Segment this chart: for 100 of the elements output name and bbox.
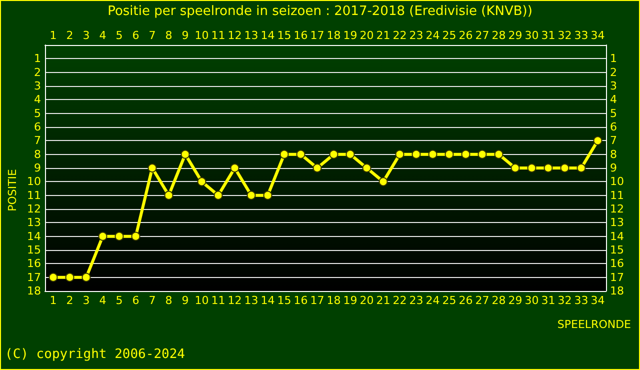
y-tick-label: 5 [34, 106, 41, 120]
y2-tick-label: 9 [610, 162, 617, 174]
x-tick-label: 29 [508, 294, 522, 307]
point [280, 150, 289, 159]
y2-tick-label: 12 [610, 202, 624, 216]
point [230, 164, 240, 172]
point [346, 150, 355, 159]
x2-tick-label: 4 [99, 29, 106, 42]
x2-tick-label: 5 [116, 29, 123, 42]
point [312, 164, 322, 172]
point [214, 190, 223, 200]
x2-tick-label: 13 [244, 29, 258, 42]
point [510, 164, 520, 172]
point [148, 164, 157, 172]
x-axis-title: SPEELRONDE [557, 318, 632, 331]
y-tick-label: 18 [27, 284, 41, 298]
x2-tick-label: 34 [590, 29, 605, 42]
x-tick-label: 15 [277, 294, 292, 307]
x-tick-label: 22 [392, 294, 407, 307]
point [576, 164, 586, 172]
y-tick-label: 16 [27, 257, 41, 270]
y2-tick-label: 17 [610, 270, 624, 284]
text: (C) copyright 2006-2024 [5, 347, 186, 362]
x2-tick-label: 11 [211, 29, 226, 42]
point [48, 272, 58, 282]
x2-tick-label: 10 [194, 29, 209, 42]
x-tick-label: 34 [590, 294, 605, 307]
y-tick-label: 1 [34, 52, 41, 66]
x-tick-label: 18 [326, 294, 341, 307]
y2-tick-label: 3 [610, 80, 617, 92]
y-tick-label: 7 [34, 134, 41, 148]
point [296, 150, 306, 159]
x2-tick-label: 30 [524, 29, 539, 42]
y2-tick-label: 4 [610, 93, 617, 106]
y-tick-label: 13 [27, 216, 41, 230]
y-tick-label: 14 [27, 230, 41, 243]
point [246, 190, 256, 200]
point [329, 150, 338, 159]
y-tick-label: 17 [27, 270, 41, 284]
point [65, 272, 74, 282]
x2-tick-label: 23 [409, 29, 424, 42]
x-tick-label: 16 [294, 294, 308, 307]
x-tick-label: 7 [148, 294, 156, 307]
y2-tick-label: 15 [610, 244, 624, 256]
y2-tick-label: 7 [610, 134, 617, 148]
y2-tick-label: 14 [610, 230, 624, 243]
x2-tick-label: 33 [574, 29, 588, 42]
point [593, 136, 602, 146]
point [164, 190, 174, 200]
x-tick-label: 17 [310, 294, 324, 307]
x2-tick-label: 7 [148, 29, 156, 42]
point [180, 150, 190, 159]
y-tick-label: 4 [34, 93, 41, 106]
point [98, 232, 108, 241]
x-tick-label: 21 [376, 294, 390, 307]
y-tick-label: 11 [27, 188, 41, 202]
x-tick-label: 30 [524, 294, 539, 307]
x-tick-label: 11 [211, 294, 226, 307]
x-tick-label: 2 [66, 294, 74, 307]
x-tick-label: 5 [116, 294, 123, 307]
y-axis-title: POSITIE [6, 168, 19, 212]
x2-tick-label: 26 [458, 29, 473, 42]
point [461, 150, 470, 159]
y2-tick-label: 2 [610, 66, 617, 79]
x2-tick-label: 8 [165, 29, 172, 42]
x-tick-label: 31 [541, 294, 556, 307]
y2-tick-label: 6 [610, 120, 617, 134]
x2-tick-label: 25 [442, 29, 456, 42]
point [444, 150, 454, 159]
x-tick-label: 26 [458, 294, 473, 307]
point [544, 164, 553, 172]
x-tick-label: 3 [82, 294, 90, 307]
point [494, 150, 504, 159]
point [263, 190, 272, 200]
x2-tick-label: 19 [343, 29, 358, 42]
x2-tick-label: 21 [376, 29, 390, 42]
y-tick-label: 2 [34, 66, 41, 79]
y2-tick-label: 11 [610, 188, 624, 202]
x-tick-label: 12 [228, 294, 242, 307]
x2-tick-label: 29 [508, 29, 522, 42]
y-tick-label: 6 [34, 120, 41, 134]
y2-tick-label: 10 [610, 175, 624, 188]
x2-tick-label: 15 [277, 29, 292, 42]
x-tick-label: 25 [442, 294, 456, 307]
y-tick-label: 10 [27, 175, 41, 188]
y2-tick-label: 18 [610, 284, 624, 298]
y-tick-label: 9 [34, 162, 41, 174]
chart-title: Positie per speelronde in seizoen : 2017-2018 (Eredivisie (KNVB)) [108, 4, 532, 19]
y2-tick-label: 1 [610, 52, 617, 66]
point [560, 164, 570, 172]
x2-tick-label: 31 [541, 29, 556, 42]
x2-tick-label: 27 [475, 29, 490, 42]
point [428, 150, 438, 159]
x-tick-label: 20 [360, 294, 374, 307]
x2-tick-label: 17 [310, 29, 324, 42]
y2-tick-label: 13 [610, 216, 624, 230]
x-tick-label: 23 [409, 294, 424, 307]
point [412, 150, 421, 159]
x-tick-label: 19 [343, 294, 358, 307]
x2-tick-label: 12 [228, 29, 242, 42]
